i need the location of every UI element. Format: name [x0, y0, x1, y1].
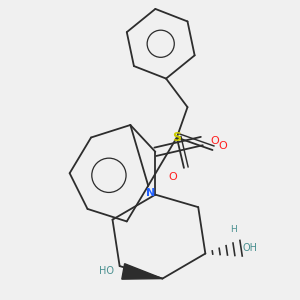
Text: O: O [169, 172, 178, 182]
Text: OH: OH [243, 243, 258, 253]
Text: HO: HO [99, 266, 114, 276]
Polygon shape [122, 264, 163, 279]
Text: N: N [146, 188, 156, 198]
Text: O: O [210, 136, 219, 146]
Text: S: S [172, 131, 181, 144]
Text: O: O [219, 141, 228, 152]
Text: H: H [231, 225, 237, 234]
